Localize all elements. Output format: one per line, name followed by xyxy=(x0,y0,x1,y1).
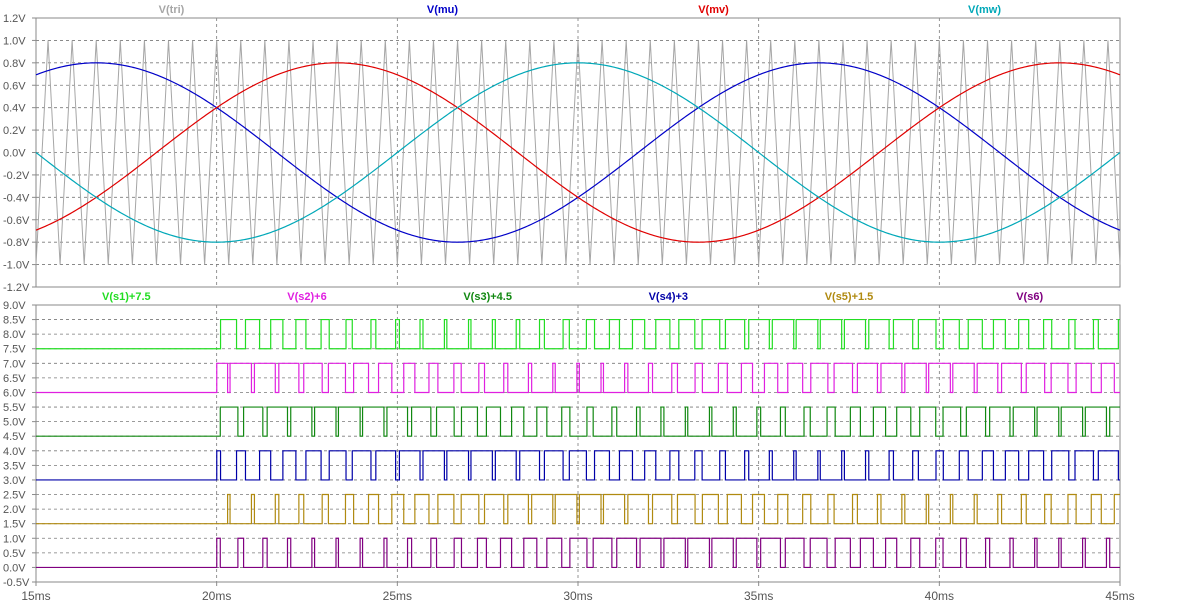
y-tick-label: -1.0V xyxy=(3,260,30,272)
series-v-mw xyxy=(35,62,1121,243)
legend-v-s1-7-5: V(s1)+7.5 xyxy=(102,291,151,303)
y-tick-label: 7.0V xyxy=(3,358,26,370)
bottom-panel: 9.0V 8.5V 8.0V 7.5V 7.0V 6.5V 6.0V 5.5V 5.0V 4.5V… xyxy=(3,291,1121,589)
y-tick-label: 0.6V xyxy=(3,80,26,92)
legend-v-mv: V(mv) xyxy=(698,4,729,16)
series-v-tri xyxy=(35,40,1121,265)
y-tick-label: 0.8V xyxy=(3,58,26,70)
y-tick-label: 0.4V xyxy=(3,103,26,115)
x-tick-label: 20ms xyxy=(202,589,231,603)
legend-v-s3-4-5: V(s3)+4.5 xyxy=(463,291,512,303)
legend-v-mw: V(mw) xyxy=(968,4,1001,16)
series-v-s4-3 xyxy=(36,450,1120,481)
y-tick-label: 1.2V xyxy=(3,13,26,25)
y-tick-label: 8.5V xyxy=(3,315,26,327)
y-tick-label: -0.5V xyxy=(3,577,30,589)
y-tick-label: 0.5V xyxy=(3,548,26,560)
y-tick-label: -0.6V xyxy=(3,215,30,227)
y-tick-label: 8.0V xyxy=(3,329,26,341)
y-tick-label: 4.0V xyxy=(3,446,26,458)
series-v-s3-4-5 xyxy=(36,406,1120,437)
y-tick-label: 5.0V xyxy=(3,417,26,429)
y-tick-label: 0.0V xyxy=(3,148,26,160)
series-v-mv xyxy=(35,62,1121,243)
y-tick-label: 1.0V xyxy=(3,35,26,47)
x-tick-label: 25ms xyxy=(383,589,412,603)
series-v-s1-7-5 xyxy=(36,318,1120,350)
y-tick-label: 0.2V xyxy=(3,125,26,137)
legend-v-s6: V(s6) xyxy=(1016,291,1043,303)
y-tick-label: 6.0V xyxy=(3,387,26,399)
y-tick-label: -1.2V xyxy=(3,282,30,294)
y-tick-label: 2.5V xyxy=(3,490,26,502)
legend-v-mu: V(mu) xyxy=(427,4,459,16)
x-tick-label: 15ms xyxy=(21,589,50,603)
y-tick-label: 6.5V xyxy=(3,373,26,385)
y-tick-label: -0.4V xyxy=(3,192,30,204)
x-axis: 15ms 20ms 25ms 30ms 35ms 40ms 45ms xyxy=(21,582,1135,603)
series-v-s6 xyxy=(36,537,1120,569)
y-tick-label: 0.0V xyxy=(3,562,26,574)
y-tick-label: -0.8V xyxy=(3,237,30,249)
legend-v-s4-3: V(s4)+3 xyxy=(649,291,688,303)
series-v-s2-6 xyxy=(36,362,1120,394)
x-tick-label: 45ms xyxy=(1105,589,1134,603)
series-v-s5-1-5 xyxy=(36,493,1120,525)
y-tick-label: 7.5V xyxy=(3,344,26,356)
x-tick-label: 30ms xyxy=(563,589,592,603)
y-tick-label: 4.5V xyxy=(3,431,26,443)
y-tick-label: -0.2V xyxy=(3,170,30,182)
y-tick-label: 1.5V xyxy=(3,519,26,531)
legend-v-tri: V(tri) xyxy=(159,4,185,16)
x-tick-label: 40ms xyxy=(925,589,954,603)
legend-v-s5-1-5: V(s5)+1.5 xyxy=(825,291,874,303)
y-tick-label: 5.5V xyxy=(3,402,26,414)
y-tick-label: 3.5V xyxy=(3,460,26,472)
x-tick-label: 35ms xyxy=(744,589,773,603)
y-tick-label: 1.0V xyxy=(3,533,26,545)
y-tick-label: 2.0V xyxy=(3,504,26,516)
y-tick-label: 9.0V xyxy=(3,300,26,312)
legend-v-s2-6: V(s2)+6 xyxy=(287,291,326,303)
top-panel: 1.2V 1.0V 0.8V 0.6V 0.4V 0.2V 0.0V -0.2V -0.4V -0… xyxy=(3,4,1121,294)
y-tick-label: 3.0V xyxy=(3,475,26,487)
